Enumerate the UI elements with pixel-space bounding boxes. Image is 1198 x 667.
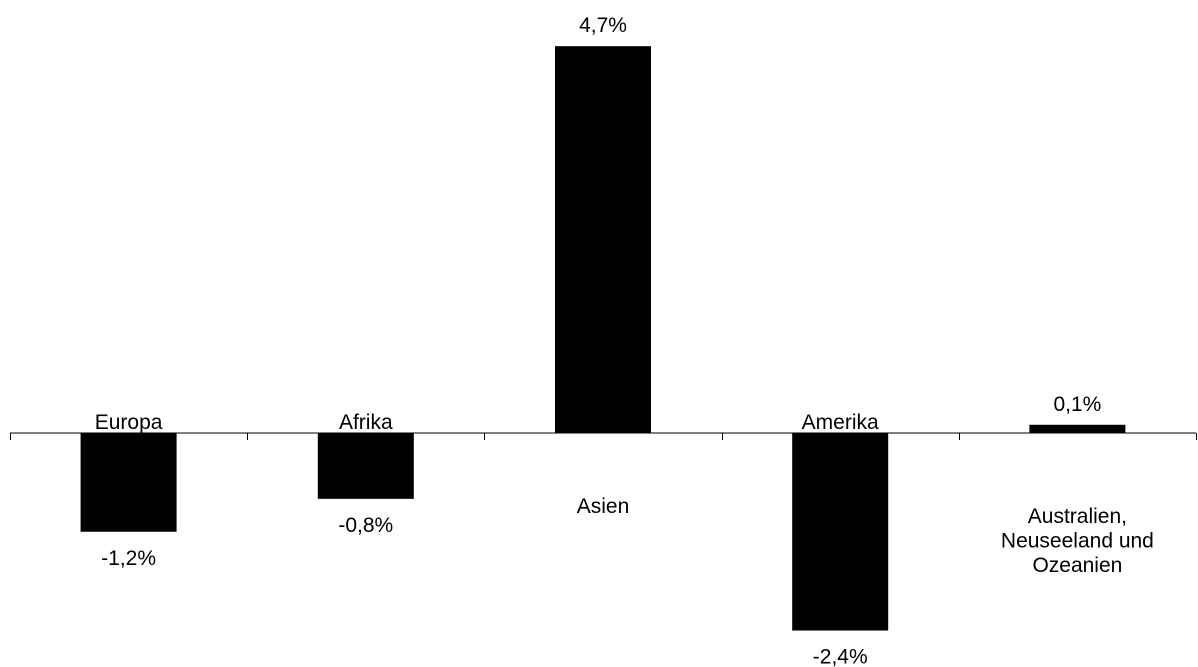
x-axis (10, 432, 1197, 440)
category-label: Europa (95, 411, 163, 434)
category-label: Neuseeland und (1001, 530, 1154, 553)
category-label: Ozeanien (1032, 554, 1122, 577)
bar-2 (555, 46, 651, 433)
bar-1 (317, 433, 414, 499)
value-label: -2,4% (813, 646, 868, 667)
bars-layer (80, 46, 1126, 631)
bar-4 (1029, 424, 1126, 433)
category-label: Asien (577, 495, 630, 518)
value-label: 0,1% (1053, 393, 1101, 416)
bar-3 (792, 433, 889, 631)
value-label: 4,7% (579, 14, 627, 37)
category-label: Australien, (1028, 505, 1127, 528)
labels-layer: -1,2% Europa -0,8% Afrika 4,7% Asien -2,4% Amer… (95, 14, 1154, 667)
category-label: Afrika (339, 411, 393, 434)
value-label: -1,2% (101, 547, 156, 570)
bar-0 (80, 433, 177, 532)
category-label: Amerika (802, 411, 879, 434)
value-label: -0,8% (338, 514, 393, 537)
